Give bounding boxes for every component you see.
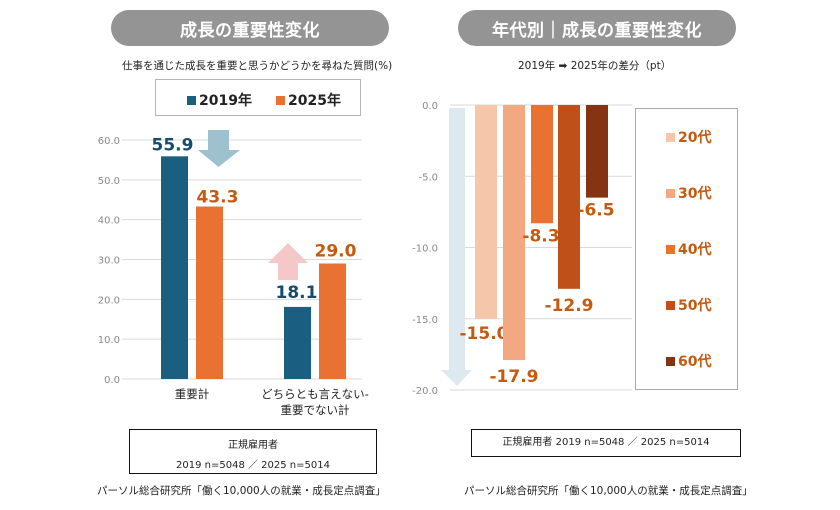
left-chart-title: 成長の重要性変化 [111, 10, 389, 46]
right-bar-chart: 0.0 -5.0 -10.0 -15.0 -20.0 -15.0 -17.9 -8.3 -12.… [412, 101, 632, 397]
right-chart-title: 年代別｜成長の重要性変化 [458, 10, 736, 46]
y-tick-label: -15.0 [412, 315, 438, 326]
legend-item-2025: 2025年 [276, 90, 341, 110]
y-tick-label: -10.0 [412, 244, 438, 255]
legend-swatch [666, 188, 675, 198]
data-label: 18.1 [276, 283, 318, 303]
x-category-label: 重要計 [175, 387, 210, 401]
increase-arrow-icon [268, 243, 308, 280]
y-tick-label: 0.0 [104, 375, 120, 386]
bar-60代 [586, 105, 608, 198]
right-sample-note: 正規雇用者 2019 n=5048 ／ 2025 n=5014 [471, 429, 741, 457]
y-tick-label: 0.0 [422, 101, 438, 112]
data-label: 43.3 [197, 188, 239, 208]
right-source: パーソル総合研究所「働く10,000人の就業・成長定点調査」 [464, 485, 753, 497]
y-tick-label: -20.0 [412, 386, 438, 397]
y-tick-label: -5.0 [418, 172, 438, 183]
decrease-arrow-icon [198, 130, 240, 167]
legend-item-40代: 40代 [666, 239, 711, 259]
y-tick-label: 60.0 [98, 136, 120, 147]
legend-label: 50代 [678, 298, 712, 314]
left-sample-note: 正規雇用者 2019 n=5048 ／ 2025 n=5014 [129, 429, 377, 474]
left-note-line1: 正規雇用者 [228, 440, 278, 451]
left-bar-chart: 0.0 10.0 20.0 30.0 40.0 50.0 60.0 55.9 43.3 重要計 18… [98, 130, 369, 417]
bar-30代 [503, 105, 525, 361]
x-category-label: どちらとも言えない- [261, 387, 369, 401]
legend-item-2019: 2019年 [187, 90, 252, 110]
legend-swatch [666, 244, 675, 254]
x-category-label: 重要でない計 [281, 403, 350, 417]
legend-item-30代: 30代 [666, 183, 711, 203]
right-chart-subtitle: 2019年 ➡ 2025年の差分（pt） [518, 60, 672, 72]
legend-swatch-2025 [276, 95, 285, 105]
legend-swatch-2019 [187, 95, 196, 105]
data-label: -8.3 [522, 226, 559, 246]
legend-label: 20代 [678, 130, 712, 146]
bar-2025年-どちらとも言えない-重要でない計 [319, 263, 346, 379]
y-tick-label: 10.0 [98, 335, 120, 346]
y-tick-label: 30.0 [98, 256, 120, 267]
legend-swatch [666, 300, 675, 310]
legend-item-60代: 60代 [666, 351, 711, 371]
data-label: -12.9 [545, 296, 594, 316]
legend-item-20代: 20代 [666, 127, 711, 147]
bar-50代 [558, 105, 580, 289]
legend-label: 40代 [678, 242, 712, 258]
bar-40代 [531, 105, 553, 224]
y-tick-label: 40.0 [98, 216, 120, 227]
data-label: -15.0 [460, 324, 509, 344]
y-tick-label: 50.0 [98, 176, 120, 187]
left-source: パーソル総合研究所「働く10,000人の就業・成長定点調査」 [97, 485, 386, 497]
right-legend: 20代 30代 40代 50代 60代 [635, 108, 738, 390]
bar-2019年-重要計 [161, 156, 188, 379]
bar-2019年-どちらとも言えない-重要でない計 [284, 306, 311, 379]
data-label: 55.9 [152, 135, 194, 155]
y-tick-label: 20.0 [98, 295, 120, 306]
legend-label-2019: 2019年 [199, 93, 252, 109]
legend-swatch [666, 132, 675, 142]
data-label: -17.9 [490, 367, 539, 387]
data-label: 29.0 [315, 241, 357, 261]
left-chart-subtitle: 仕事を通じた成長を重要と思うかどうかを尋ねた質問(%) [122, 60, 393, 72]
left-legend: 2019年 2025年 [155, 79, 361, 116]
legend-label-2025: 2025年 [288, 93, 341, 109]
bar-20代 [475, 105, 497, 319]
data-label: -6.5 [577, 201, 614, 221]
legend-label: 30代 [678, 186, 712, 202]
left-note-line2: 2019 n=5048 ／ 2025 n=5014 [176, 460, 330, 471]
bar-2025年-重要計 [196, 206, 223, 379]
legend-label: 60代 [678, 354, 712, 370]
decline-arrow-icon [441, 108, 472, 386]
legend-item-50代: 50代 [666, 295, 711, 315]
legend-swatch [666, 356, 675, 366]
